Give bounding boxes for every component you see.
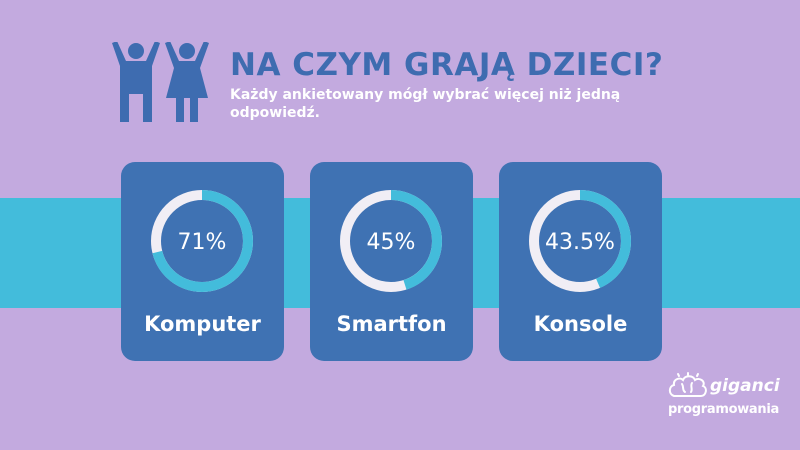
donut-chart-komputer: 71% <box>151 190 253 292</box>
card-label-smartfon: Smartfon <box>336 312 447 336</box>
donut-arc-smartfon <box>340 190 442 292</box>
donut-arc-konsole <box>529 190 631 292</box>
donut-chart-konsole: 43.5% <box>529 190 631 292</box>
card-label-komputer: Komputer <box>144 312 261 336</box>
boy-cheering-icon <box>112 42 160 122</box>
donut-value-komputer: 71% <box>178 230 227 255</box>
stat-card-komputer: 71% Komputer <box>121 162 284 361</box>
page-subtitle: Każdy ankietowany mógł wybrać więcej niż… <box>230 87 621 121</box>
card-label-konsole: Konsole <box>533 312 628 336</box>
brand-logo: giganci programowania <box>666 372 780 432</box>
donut-chart-smartfon: 45% <box>340 190 442 292</box>
logo-text-programowania: programowania <box>668 402 779 417</box>
donut-value-smartfon: 45% <box>367 230 416 255</box>
page-title: NA CZYM GRAJĄ DZIECI? <box>230 47 664 83</box>
donut-value-konsole: 43.5% <box>545 230 615 255</box>
kids-cheering-icon <box>112 42 209 122</box>
stat-card-smartfon: 45% Smartfon <box>310 162 473 361</box>
logo-text-giganci: giganci <box>710 376 780 396</box>
girl-cheering-icon <box>165 42 209 122</box>
brain-logo-icon <box>668 372 707 397</box>
donut-arc-komputer <box>151 190 253 292</box>
stat-card-konsole: 43.5% Konsole <box>499 162 662 361</box>
